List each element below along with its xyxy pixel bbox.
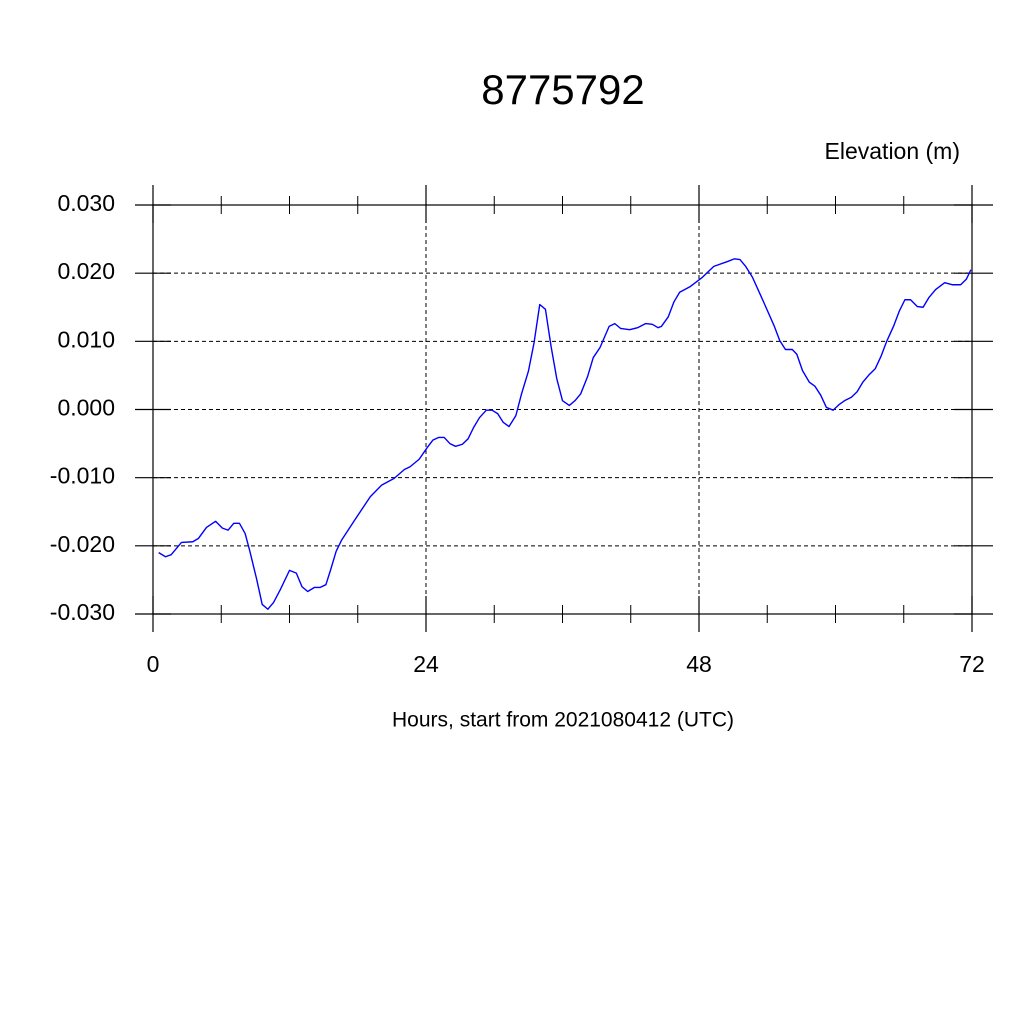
x-tick-label: 48 xyxy=(686,651,712,677)
y-tick-label: 0.010 xyxy=(57,326,115,352)
x-tick-label: 24 xyxy=(413,651,439,677)
y-tick-label: 0.020 xyxy=(57,258,115,284)
y-axis-label: Elevation (m) xyxy=(825,138,960,164)
x-tick-label: 0 xyxy=(147,651,160,677)
y-tick-label: 0.030 xyxy=(57,190,115,216)
y-tick-label: -0.030 xyxy=(50,599,115,625)
y-tick-label: -0.010 xyxy=(50,463,115,489)
data-line xyxy=(158,258,972,610)
chart-title: 8775792 xyxy=(481,66,645,113)
x-tick-label: 72 xyxy=(959,651,985,677)
y-tick-label: -0.020 xyxy=(50,531,115,557)
y-tick-label: 0.000 xyxy=(57,395,115,421)
x-axis-label: Hours, start from 2021080412 (UTC) xyxy=(392,709,734,732)
